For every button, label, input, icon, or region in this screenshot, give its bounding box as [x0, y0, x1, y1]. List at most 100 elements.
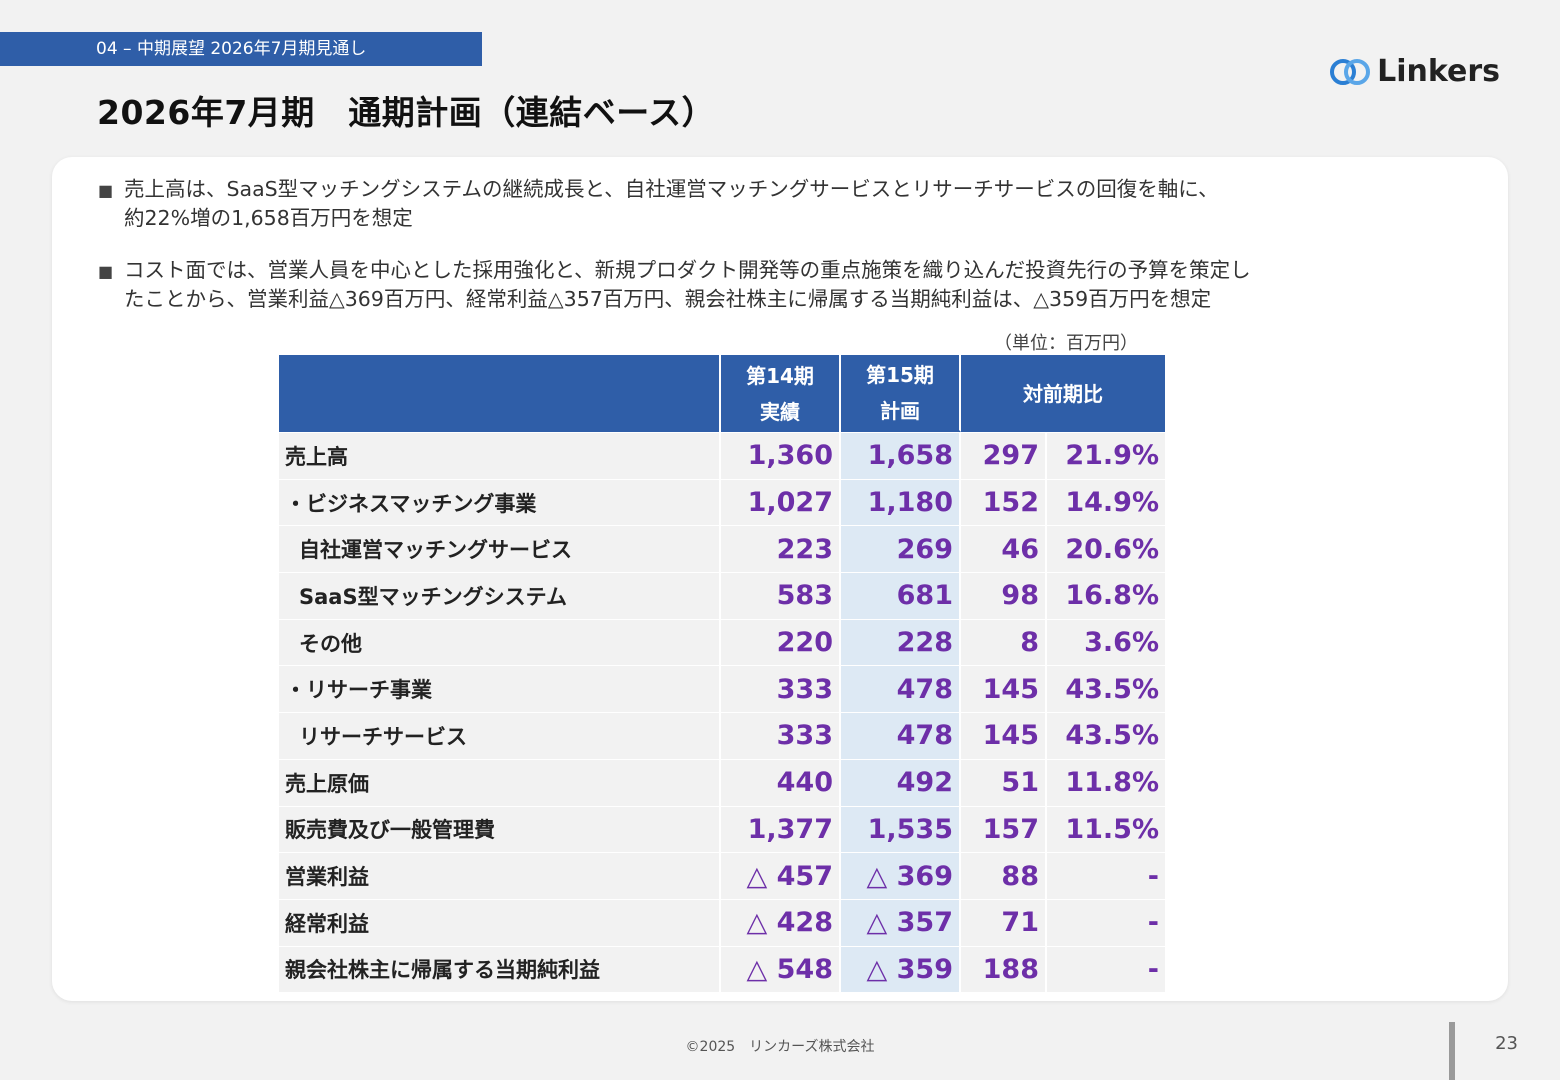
- actual-value: △ 548: [721, 945, 841, 993]
- table-row: その他 220 228 8 3.6%: [279, 618, 1165, 666]
- yoy-percent: 43.5%: [1047, 665, 1165, 713]
- logo: Linkers: [1329, 54, 1500, 89]
- yoy-diff: 157: [961, 805, 1047, 853]
- table-row: 販売費及び一般管理費 1,377 1,535 157 11.5%: [279, 805, 1165, 853]
- header-actual-type: 実績: [760, 399, 800, 424]
- actual-value: 1,377: [721, 805, 841, 853]
- bullet-line: 約22%増の1,658百万円を想定: [124, 206, 413, 230]
- plan-value: 681: [841, 572, 961, 619]
- plan-value: 228: [841, 618, 961, 666]
- section-tag: 04 – 中期展望 2026年7月期見通し: [0, 32, 482, 66]
- table-row: SaaS型マッチングシステム 583 681 98 16.8%: [279, 572, 1165, 619]
- yoy-diff: 145: [961, 712, 1047, 759]
- row-label: 親会社株主に帰属する当期純利益: [279, 945, 721, 993]
- row-label: ・リサーチ事業: [279, 665, 721, 713]
- yoy-percent: 11.8%: [1047, 758, 1165, 806]
- yoy-diff: 188: [961, 945, 1047, 993]
- header-plan: 第15期 計画: [841, 355, 961, 432]
- plan-value: 1,535: [841, 805, 961, 853]
- row-label: 売上原価: [279, 758, 721, 806]
- row-label: SaaS型マッチングシステム: [279, 572, 721, 619]
- plan-value: 1,180: [841, 478, 961, 526]
- actual-value: 440: [721, 758, 841, 806]
- table-row: 経常利益 △ 428 △ 357 71-: [279, 898, 1165, 946]
- table-row: リサーチサービス 333 478 145 43.5%: [279, 712, 1165, 759]
- yoy-percent: 14.9%: [1047, 478, 1165, 526]
- row-label: ・ビジネスマッチング事業: [279, 478, 721, 526]
- table-header-row: 第14期 実績 第15期 計画 対前期比: [279, 355, 1165, 432]
- logo-text: Linkers: [1377, 54, 1500, 89]
- plan-value: 1,658: [841, 432, 961, 479]
- bullet-line: コスト面では、営業人員を中心とした採用強化と、新規プロダクト開発等の重点施策を織…: [124, 258, 1251, 282]
- row-label: 販売費及び一般管理費: [279, 805, 721, 853]
- actual-value: △ 457: [721, 852, 841, 899]
- bullet-list: ■ 売上高は、SaaS型マッチングシステムの継続成長と、自社運営マッチングサービ…: [98, 175, 1468, 337]
- header-yoy: 対前期比: [961, 355, 1165, 432]
- plan-value: △ 357: [841, 898, 961, 946]
- yoy-diff: 51: [961, 758, 1047, 806]
- actual-value: 223: [721, 525, 841, 573]
- header-plan-type: 計画: [880, 398, 920, 423]
- yoy-percent: 16.8%: [1047, 572, 1165, 619]
- row-label: 経常利益: [279, 898, 721, 946]
- header-plan-period: 第15期: [866, 362, 934, 387]
- plan-value: 478: [841, 665, 961, 713]
- actual-value: 220: [721, 618, 841, 666]
- yoy-diff: 145: [961, 665, 1047, 713]
- yoy-diff: 46: [961, 525, 1047, 573]
- row-label: 自社運営マッチングサービス: [279, 525, 721, 573]
- plan-table: 第14期 実績 第15期 計画 対前期比 売上高 1,360 1,658 297 21.…: [279, 355, 1165, 993]
- square-bullet-icon: ■: [98, 262, 114, 281]
- plan-value: 492: [841, 758, 961, 806]
- table-row: 売上高 1,360 1,658 297 21.9%: [279, 432, 1165, 479]
- copyright: ©2025 リンカーズ株式会社: [685, 1039, 875, 1055]
- bullet-item: ■ コスト面では、営業人員を中心とした採用強化と、新規プロダクト開発等の重点施策…: [98, 256, 1468, 314]
- yoy-percent: 3.6%: [1047, 618, 1165, 666]
- plan-value: 269: [841, 525, 961, 573]
- actual-value: 1,027: [721, 478, 841, 526]
- header-actual: 第14期 実績: [721, 355, 841, 432]
- plan-value: △ 359: [841, 945, 961, 993]
- yoy-percent: 11.5%: [1047, 805, 1165, 853]
- table-row: ・リサーチ事業 333 478 145 43.5%: [279, 665, 1165, 713]
- table-body: 売上高 1,360 1,658 297 21.9% ・ビジネスマッチング事業 1,027 1,…: [279, 432, 1165, 993]
- yoy-percent: -: [1047, 852, 1165, 899]
- row-label: リサーチサービス: [279, 712, 721, 759]
- header-label-col: [279, 355, 721, 432]
- table-row: 営業利益 △ 457 △ 369 88-: [279, 852, 1165, 899]
- bullet-line: 売上高は、SaaS型マッチングシステムの継続成長と、自社運営マッチングサービスと…: [124, 177, 1219, 201]
- yoy-diff: 152: [961, 478, 1047, 526]
- yoy-diff: 297: [961, 432, 1047, 479]
- actual-value: 333: [721, 712, 841, 759]
- row-label: 売上高: [279, 432, 721, 479]
- yoy-percent: 43.5%: [1047, 712, 1165, 759]
- page-number: 23: [1495, 1033, 1518, 1054]
- yoy-diff: 88: [961, 852, 1047, 899]
- table-row: 売上原価 440 492 51 11.8%: [279, 758, 1165, 806]
- bullet-text: 売上高は、SaaS型マッチングシステムの継続成長と、自社運営マッチングサービスと…: [124, 175, 1219, 233]
- table-row: ・ビジネスマッチング事業 1,027 1,180 152 14.9%: [279, 478, 1165, 526]
- plan-value: △ 369: [841, 852, 961, 899]
- plan-value: 478: [841, 712, 961, 759]
- bullet-text: コスト面では、営業人員を中心とした採用強化と、新規プロダクト開発等の重点施策を織…: [124, 256, 1251, 314]
- content-card: ■ 売上高は、SaaS型マッチングシステムの継続成長と、自社運営マッチングサービ…: [52, 157, 1508, 1001]
- yoy-percent: -: [1047, 945, 1165, 993]
- footer-divider: [1449, 1022, 1455, 1080]
- yoy-diff: 71: [961, 898, 1047, 946]
- row-label: 営業利益: [279, 852, 721, 899]
- yoy-percent: 21.9%: [1047, 432, 1165, 479]
- yoy-diff: 98: [961, 572, 1047, 619]
- table-row: 自社運営マッチングサービス 223 269 46 20.6%: [279, 525, 1165, 573]
- row-label: その他: [279, 618, 721, 666]
- linkers-logo-icon: [1330, 58, 1371, 85]
- actual-value: △ 428: [721, 898, 841, 946]
- yoy-percent: 20.6%: [1047, 525, 1165, 573]
- unit-label: （単位：百万円）: [994, 333, 1138, 354]
- square-bullet-icon: ■: [98, 181, 114, 200]
- header-actual-period: 第14期: [746, 363, 814, 388]
- page-title: 2026年7月期 通期計画（連結ベース）: [97, 93, 716, 132]
- bullet-item: ■ 売上高は、SaaS型マッチングシステムの継続成長と、自社運営マッチングサービ…: [98, 175, 1468, 233]
- yoy-percent: -: [1047, 898, 1165, 946]
- actual-value: 583: [721, 572, 841, 619]
- actual-value: 1,360: [721, 432, 841, 479]
